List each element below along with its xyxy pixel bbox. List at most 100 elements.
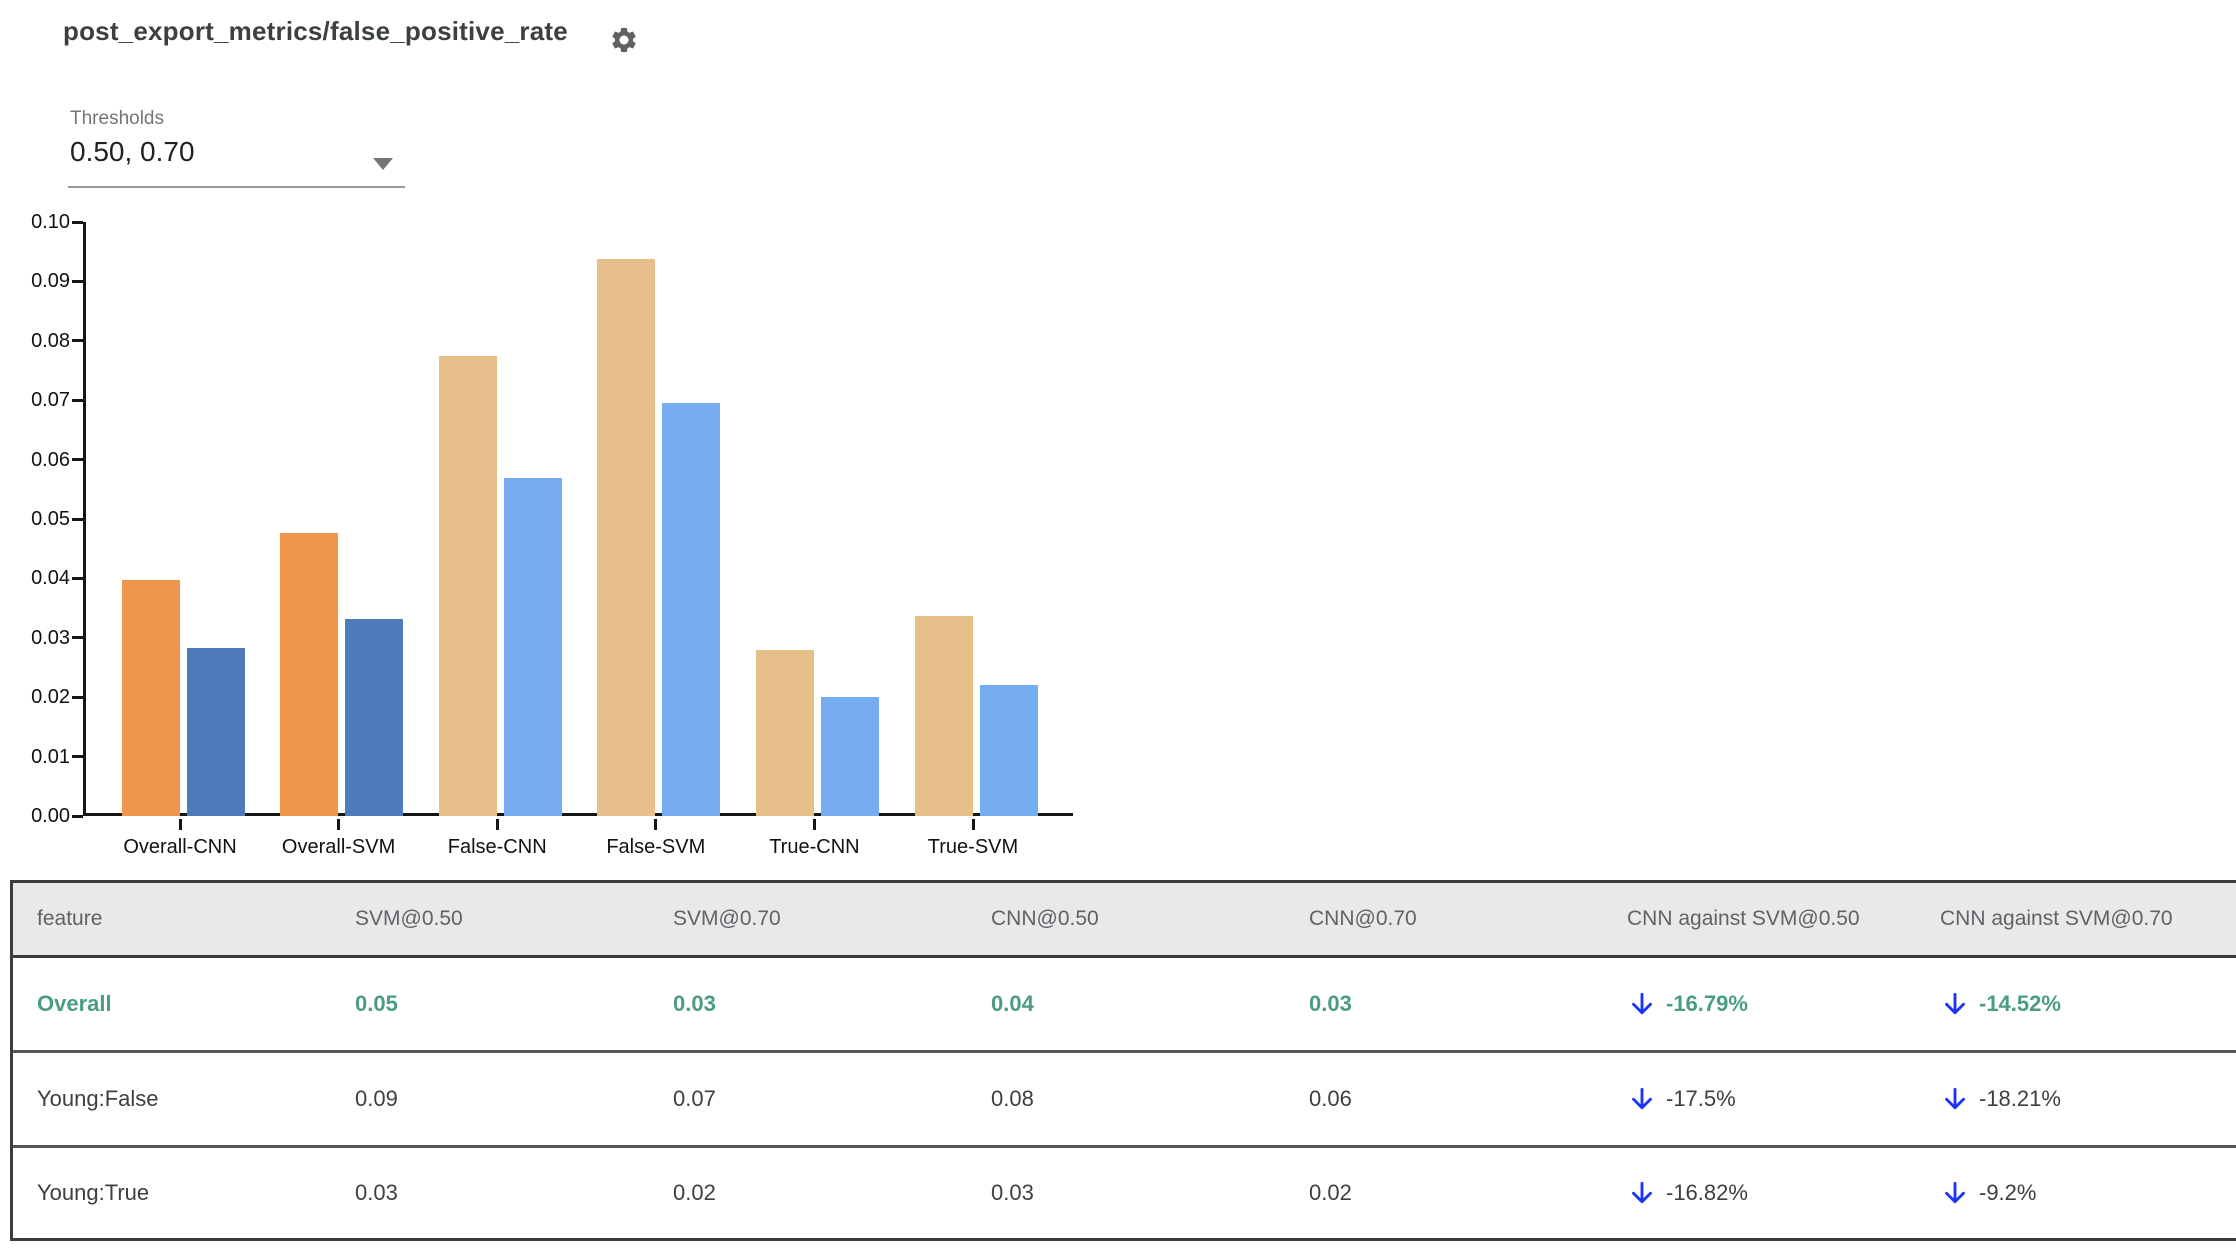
thresholds-label: Thresholds (70, 108, 164, 129)
metric-value-cell: 0.03 (673, 991, 716, 1016)
chart-bar-false-svm-threshold-0-70[interactable] (662, 403, 721, 816)
delta-value: -16.82% (1666, 1180, 1748, 1205)
chart-bar-overall-cnn-threshold-0-70[interactable] (186, 648, 245, 816)
y-axis-tick (72, 279, 83, 283)
chart-bar-true-svm-threshold-0-70[interactable] (979, 685, 1038, 816)
thresholds-value: 0.50, 0.70 (70, 136, 195, 167)
table-row-overall: Overall 0.05 0.03 0.04 0.03 -16.79% -14.52% (13, 958, 2236, 1053)
chart-bar-true-svm-threshold-0-50[interactable] (914, 616, 973, 816)
chart-bar-overall-cnn-threshold-0-50[interactable] (121, 580, 180, 816)
settings-button[interactable] (608, 25, 640, 57)
feature-cell: Overall (37, 991, 112, 1016)
y-axis-tick-label: 0.05 (31, 508, 70, 530)
down-arrow-icon (1945, 1181, 1965, 1204)
plot-area (83, 222, 1073, 816)
feature-cell: Young:False (37, 1086, 159, 1111)
feature-cell: Young:True (37, 1180, 150, 1205)
metric-value-cell: 0.02 (673, 1180, 716, 1205)
delta-cell: -14.52% (1928, 989, 2236, 1019)
x-axis-label: Overall-SVM (281, 836, 396, 858)
chart-bar-overall-svm-threshold-0-50[interactable] (280, 533, 339, 816)
down-arrow-icon (1632, 1181, 1652, 1204)
y-axis-tick (72, 458, 83, 462)
delta-cell: -9.2% (1928, 1178, 2236, 1208)
y-axis-tick-label: 0.09 (31, 270, 70, 293)
column-header-svm-0-70: SVM@0.70 (673, 907, 781, 930)
column-header-cnn-0-50: CNN@0.50 (991, 907, 1099, 930)
column-header-cnn-against-svm-0-70: CNN against SVM@0.70 (1940, 907, 2173, 930)
y-axis-tick-label: 0.04 (31, 567, 70, 590)
delta-cell: -16.82% (1615, 1178, 1928, 1208)
delta-value: -18.21% (1979, 1086, 2061, 1111)
table-row-young-false: Young:False 0.09 0.07 0.08 0.06 -17.5% -18.21% (13, 1053, 2236, 1148)
metrics-table: feature SVM@0.50 SVM@0.70 CNN@0.50 CNN@0.70 C… (10, 880, 2236, 1241)
down-arrow-icon (1632, 1087, 1652, 1110)
x-axis-label: False-CNN (447, 836, 547, 858)
chart-bar-true-cnn-threshold-0-70[interactable] (820, 697, 879, 816)
gear-icon (609, 28, 639, 58)
metric-value-cell: 0.04 (991, 991, 1034, 1016)
column-header-cnn-0-70: CNN@0.70 (1309, 907, 1417, 930)
thresholds-select[interactable]: Thresholds 0.50, 0.70 (68, 102, 405, 188)
x-axis-tick (812, 819, 816, 830)
metric-value-cell: 0.03 (1309, 991, 1352, 1016)
y-axis-tick-label: 0.03 (31, 626, 70, 649)
metric-value-cell: 0.03 (355, 1180, 398, 1205)
bar-chart: 0.00 0.01 0.02 0.03 0.04 0.05 0.06 0.07 0.08 0.09… (0, 211, 1150, 902)
metric-value-cell: 0.02 (1309, 1180, 1352, 1205)
metric-value-cell: 0.06 (1309, 1086, 1352, 1111)
dropdown-arrow-icon (373, 158, 393, 170)
chart-bar-overall-svm-threshold-0-70[interactable] (345, 619, 404, 816)
x-axis-tick (971, 819, 975, 830)
y-axis-tick-label: 0.06 (31, 448, 70, 471)
page-title: post_export_metrics/false_positive_rate (63, 16, 568, 46)
y-axis-tick (72, 398, 83, 402)
x-axis-label: False-SVM (606, 836, 706, 858)
y-axis-tick (72, 695, 83, 699)
x-axis-tick (654, 819, 658, 830)
x-axis-label: True-CNN (769, 836, 860, 858)
metric-value-cell: 0.05 (355, 991, 398, 1016)
y-axis-tick (72, 517, 83, 521)
y-axis-tick-label: 0.07 (31, 389, 70, 412)
chart-bar-false-svm-threshold-0-50[interactable] (597, 259, 656, 816)
metric-value-cell: 0.07 (673, 1086, 716, 1111)
x-axis-tick (495, 819, 499, 830)
y-axis-tick-label: 0.02 (31, 686, 70, 709)
table-header-row: feature SVM@0.50 SVM@0.70 CNN@0.50 CNN@0.70 C… (13, 883, 2236, 958)
y-axis-tick-label: 0.08 (31, 329, 70, 352)
y-axis-tick-label: 0.10 (31, 211, 70, 233)
delta-cell: -17.5% (1615, 1084, 1928, 1114)
delta-cell: -18.21% (1928, 1084, 2236, 1114)
y-axis-tick-label: 0.00 (31, 805, 70, 827)
down-arrow-icon (1945, 1087, 1965, 1110)
y-axis-tick (72, 576, 83, 580)
chart-bar-true-cnn-threshold-0-50[interactable] (755, 650, 814, 816)
column-header-cnn-against-svm-0-50: CNN against SVM@0.50 (1627, 907, 1860, 930)
chart-bar-false-cnn-threshold-0-50[interactable] (438, 356, 497, 816)
x-axis-tick (178, 819, 182, 830)
y-axis-tick (72, 814, 83, 818)
table-body: Overall 0.05 0.03 0.04 0.03 -16.79% -14.52% You… (13, 958, 2236, 1238)
table-row-young-true: Young:True 0.03 0.02 0.03 0.02 -16.82% -9.2% (13, 1148, 2236, 1238)
y-axis-tick (72, 755, 83, 759)
x-axis-tick (337, 819, 341, 830)
delta-value: -9.2% (1979, 1180, 2037, 1205)
y-axis-tick-label: 0.01 (31, 745, 70, 768)
metric-value-cell: 0.09 (355, 1086, 398, 1111)
down-arrow-icon (1632, 992, 1652, 1015)
metric-value-cell: 0.03 (991, 1180, 1034, 1205)
y-axis-tick (72, 636, 83, 640)
y-axis-tick (72, 339, 83, 343)
down-arrow-icon (1945, 992, 1965, 1015)
delta-value: -17.5% (1666, 1086, 1736, 1111)
metric-value-cell: 0.08 (991, 1086, 1034, 1111)
x-axis-label: Overall-CNN (123, 836, 237, 858)
x-axis-label: True-SVM (927, 836, 1019, 858)
delta-cell: -16.79% (1615, 989, 1928, 1019)
y-axis-tick (72, 220, 83, 224)
column-header-feature: feature (37, 907, 103, 930)
delta-value: -14.52% (1979, 991, 2061, 1016)
column-header-svm-0-50: SVM@0.50 (355, 907, 463, 930)
chart-bar-false-cnn-threshold-0-70[interactable] (503, 478, 562, 816)
